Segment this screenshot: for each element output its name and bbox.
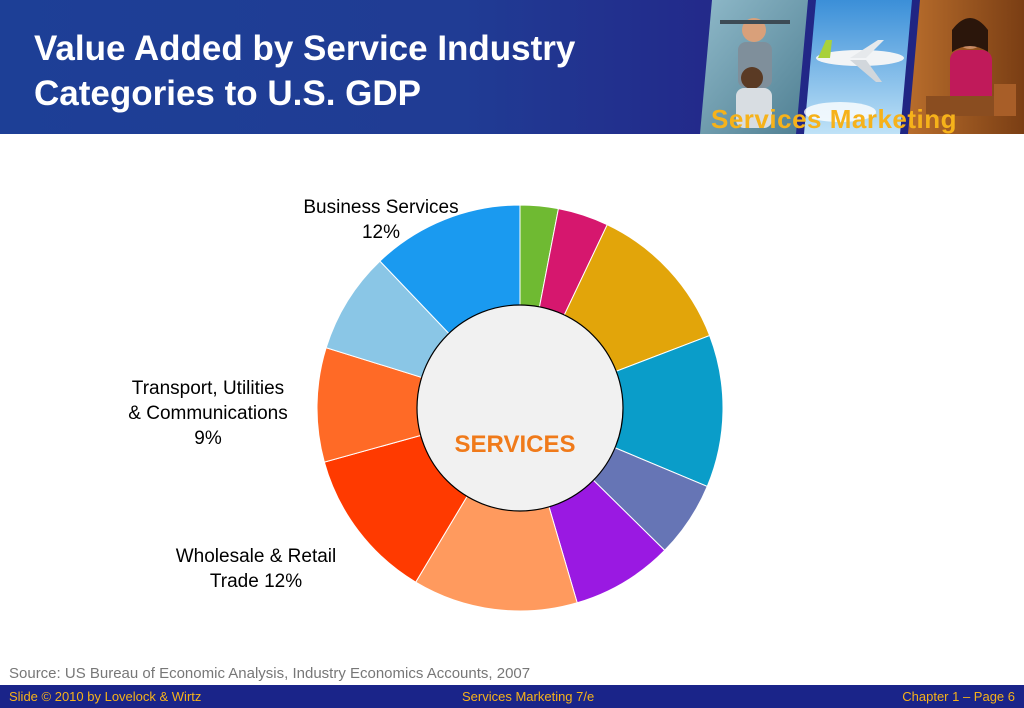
wholesale-line-2: Trade 12% [209, 571, 303, 592]
wholesale-line-1: Wholesale & Retail [175, 546, 337, 567]
transport-value: 9% [194, 428, 222, 449]
center-label: SERVICES [455, 431, 576, 458]
source-note: Source: US Bureau of Economic Analysis, … [9, 665, 531, 682]
business-services-value: 12% [361, 222, 401, 243]
pie-slice-7 [415, 406, 578, 612]
services-gdp-pie-chart: SERVICES [316, 204, 724, 612]
header-photo-collage [700, 0, 1024, 134]
footer-page: Chapter 1 – Page 6 [902, 689, 1015, 704]
transport-label: Transport, Utilities & Communications 9% [108, 376, 308, 451]
footer-copyright: Slide © 2010 by Lovelock & Wirtz [9, 689, 202, 704]
title-line-1: Value Added by Service Industry [34, 29, 576, 68]
center-hole [416, 304, 624, 512]
slide-header: Value Added by Service Industry Categori… [0, 0, 1024, 134]
transport-line-2: & Communications [128, 403, 288, 424]
business-services-label: Business Services 12% [286, 195, 476, 245]
slide-footer: Slide © 2010 by Lovelock & Wirtz Service… [0, 685, 1024, 708]
wholesale-label: Wholesale & Retail Trade 12% [156, 544, 356, 594]
slide-title: Value Added by Service Industry Categori… [34, 26, 674, 116]
airplane-photo [804, 0, 912, 134]
business-services-name: Business Services [303, 197, 459, 218]
transport-line-1: Transport, Utilities [131, 378, 285, 399]
footer-book-title: Services Marketing 7/e [462, 689, 595, 704]
brand-wordmark: Services Marketing [711, 104, 958, 134]
title-line-2: Categories to U.S. GDP [34, 74, 422, 113]
